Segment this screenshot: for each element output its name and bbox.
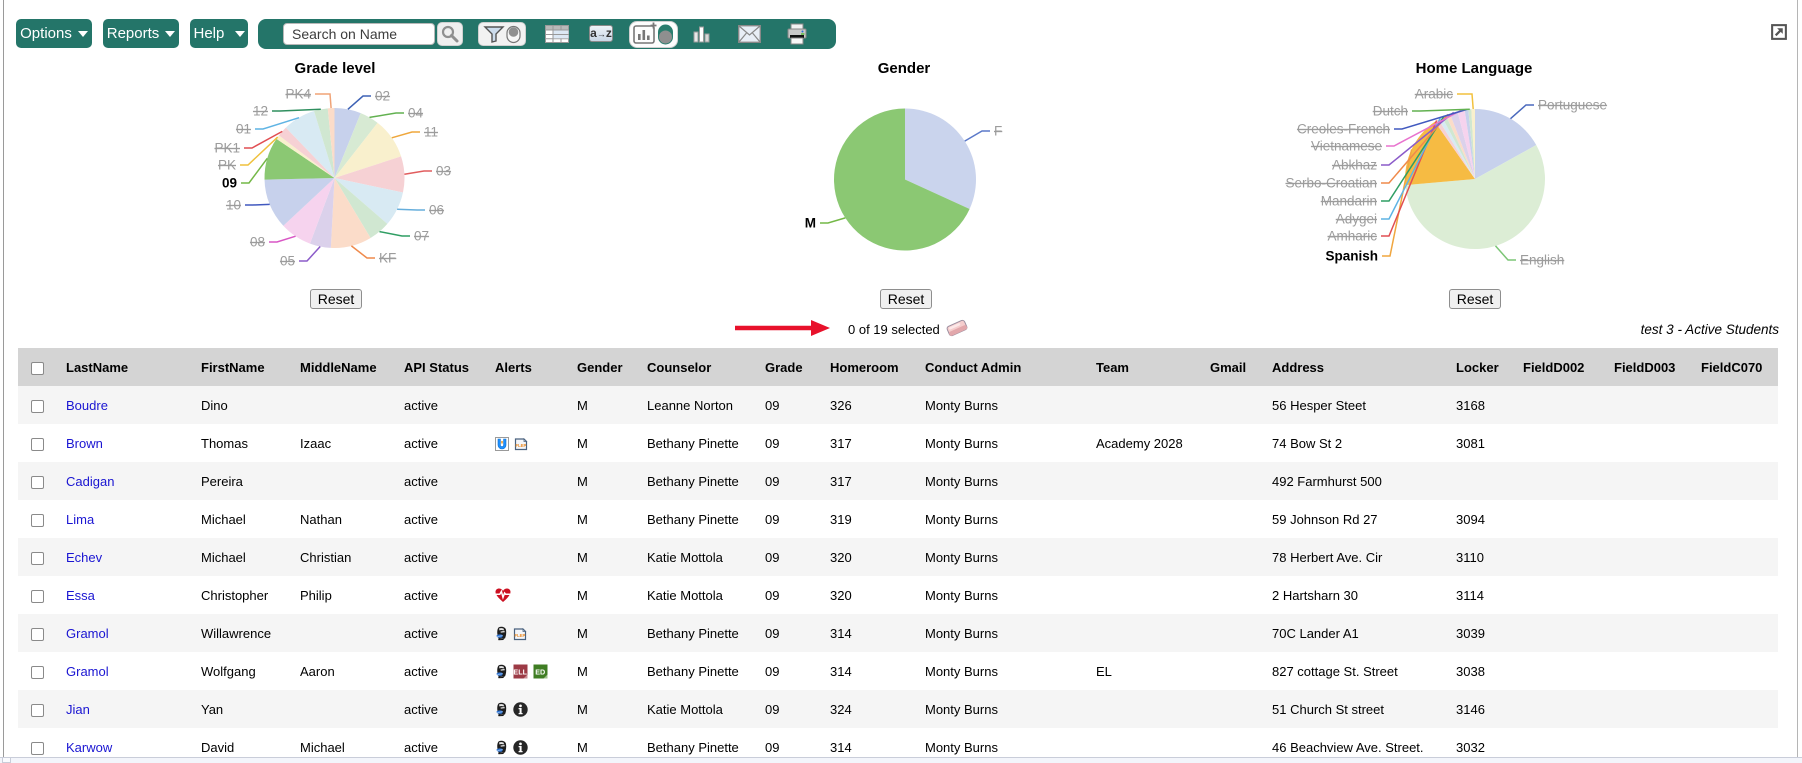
svg-text:KF: KF: [379, 251, 396, 266]
svg-text:Adygei: Adygei: [1336, 212, 1377, 227]
svg-text:11: 11: [424, 125, 438, 140]
svg-text:FLEP: FLEP: [516, 443, 527, 448]
svg-text:F: F: [994, 124, 1002, 139]
svg-text:04: 04: [408, 106, 424, 121]
svg-text:05: 05: [280, 254, 295, 269]
svg-text:FLEP: FLEP: [515, 633, 526, 638]
svg-text:ELL: ELL: [513, 668, 527, 677]
svg-text:01: 01: [236, 122, 251, 137]
svg-text:08: 08: [250, 235, 265, 250]
svg-text:ED: ED: [535, 668, 545, 677]
svg-text:07: 07: [414, 229, 429, 244]
svg-text:09: 09: [222, 176, 237, 191]
svg-text:02: 02: [375, 89, 390, 104]
svg-text:12: 12: [253, 104, 268, 119]
svg-text:06: 06: [429, 203, 444, 218]
svg-text:PK: PK: [218, 158, 236, 173]
svg-text:Portuguese: Portuguese: [1538, 98, 1607, 113]
svg-text:Arabic: Arabic: [1415, 87, 1454, 102]
svg-text:Amharic: Amharic: [1327, 229, 1377, 244]
svg-text:Creoles-French: Creoles-French: [1297, 122, 1390, 137]
svg-text:PK4: PK4: [285, 87, 311, 102]
svg-text:Mandarin: Mandarin: [1321, 194, 1377, 209]
svg-text:Dutch: Dutch: [1373, 104, 1408, 119]
svg-text:10: 10: [226, 198, 241, 213]
svg-text:Serbo-Croatian: Serbo-Croatian: [1285, 176, 1377, 191]
svg-text:English: English: [1520, 253, 1564, 268]
svg-text:Spanish: Spanish: [1325, 249, 1378, 264]
svg-text:M: M: [805, 216, 816, 231]
svg-text:Vietnamese: Vietnamese: [1311, 139, 1382, 154]
svg-text:Abkhaz: Abkhaz: [1332, 158, 1377, 173]
svg-text:PK1: PK1: [214, 141, 240, 156]
svg-text:03: 03: [436, 164, 451, 179]
